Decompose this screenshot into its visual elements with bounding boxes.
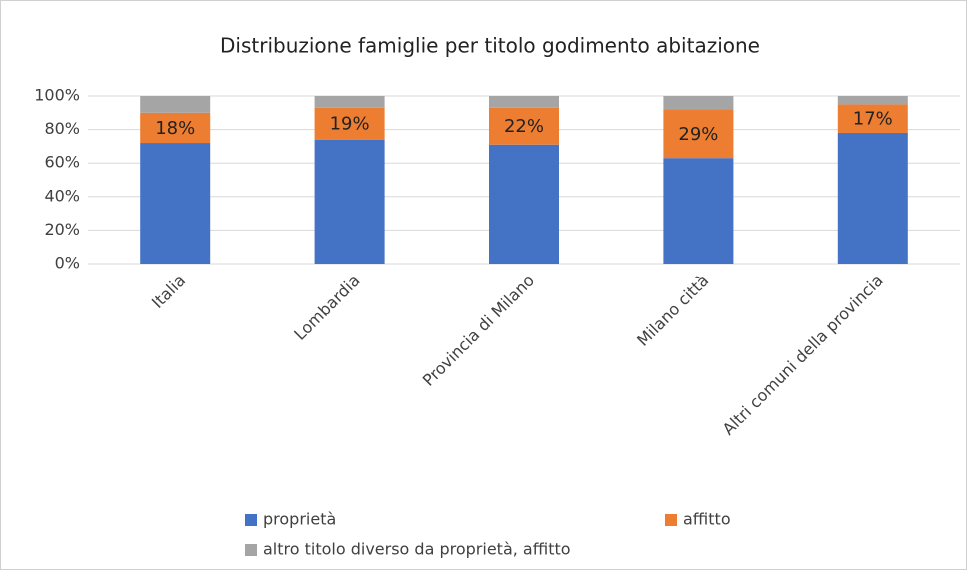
legend-label: altro titolo diverso da proprietà, affit… [263, 540, 571, 559]
y-tick-label: 0% [55, 254, 80, 273]
bar-segment [837, 132, 908, 264]
bar-segment [489, 144, 559, 264]
y-tick-label: 100% [34, 86, 80, 105]
legend-swatch [665, 514, 677, 526]
chart-title: Distribuzione famiglie per titolo godime… [220, 34, 760, 58]
bar-segment [663, 96, 734, 110]
y-tick-label: 20% [44, 220, 80, 239]
bar-segment [837, 104, 908, 133]
bar-segment [663, 109, 734, 159]
data-label: 19% [330, 114, 370, 135]
legend-swatch [245, 514, 257, 526]
bar-segment [314, 107, 385, 140]
data-label: 29% [678, 124, 718, 145]
bar-segment [314, 139, 385, 264]
bar-segment [489, 96, 559, 108]
legend-swatch [245, 544, 257, 556]
bar-segment [837, 96, 908, 105]
bar-segment [140, 112, 211, 144]
y-tick-label: 80% [44, 119, 80, 138]
bar-segment [140, 143, 211, 264]
bar-segment [314, 96, 385, 108]
legend-label: affitto [683, 510, 731, 529]
data-label: 22% [504, 116, 544, 137]
bar-segment [489, 107, 559, 145]
legend-label: proprietà [263, 510, 336, 529]
bar-segment [140, 96, 211, 113]
y-tick-label: 60% [44, 153, 80, 172]
bar-segment [663, 158, 734, 264]
data-label: 17% [853, 109, 893, 130]
y-tick-label: 40% [44, 186, 80, 205]
data-label: 18% [155, 118, 195, 139]
